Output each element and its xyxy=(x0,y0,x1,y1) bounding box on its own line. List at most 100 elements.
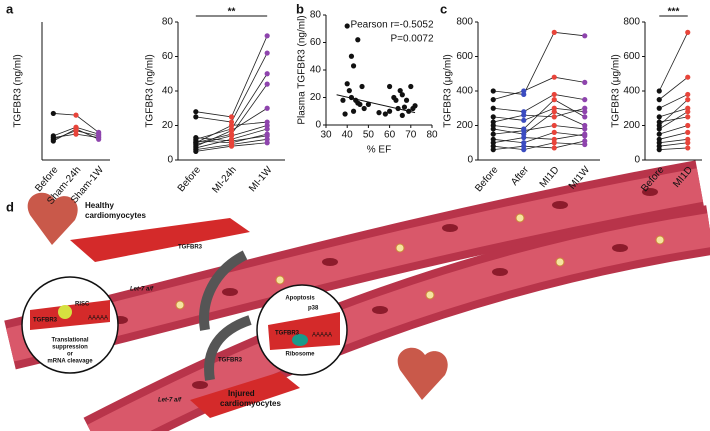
inset-cell xyxy=(268,312,340,350)
label: p38 xyxy=(308,306,319,312)
y-axis-label: TGFBR3 (μg/ml) xyxy=(611,54,622,128)
point xyxy=(685,29,691,35)
point xyxy=(193,140,199,146)
point xyxy=(551,140,557,146)
label: Let-7 a/f xyxy=(130,287,154,293)
label: cardiomyocytes xyxy=(220,399,281,408)
point xyxy=(193,134,199,141)
y-tick-label: 0 xyxy=(634,155,640,166)
point xyxy=(582,114,588,120)
point xyxy=(582,131,588,137)
point xyxy=(685,91,691,98)
point xyxy=(582,97,588,103)
label: TGFBR3 xyxy=(33,318,58,324)
point xyxy=(50,138,56,144)
point xyxy=(193,109,199,115)
x-axis-label: % EF xyxy=(367,145,391,156)
point xyxy=(685,109,691,115)
y-axis-label: TGFBR3 (ng/ml) xyxy=(145,54,156,127)
label: TGFBR3 xyxy=(178,245,203,251)
point xyxy=(359,83,365,90)
label: Apoptosis xyxy=(285,296,315,302)
risc xyxy=(58,305,72,319)
heart xyxy=(397,347,448,400)
healthy-cell xyxy=(70,218,250,262)
point xyxy=(361,105,367,112)
point xyxy=(228,114,235,120)
point xyxy=(264,71,270,77)
y-tick-label: 80 xyxy=(162,17,174,28)
point xyxy=(50,110,56,117)
y-tick-label: 0 xyxy=(315,120,321,131)
point xyxy=(551,122,557,129)
point xyxy=(551,91,557,98)
point xyxy=(521,112,527,118)
annotation: P=0.0072 xyxy=(390,34,434,45)
subject-line xyxy=(493,94,585,113)
trend-line xyxy=(336,94,416,114)
x-tick-label: 70 xyxy=(405,130,417,141)
point xyxy=(73,124,79,130)
point xyxy=(193,148,199,154)
point xyxy=(656,97,662,103)
subject-line xyxy=(493,99,585,130)
subject-line xyxy=(659,147,688,151)
point xyxy=(490,97,496,103)
x-tick-label: 50 xyxy=(363,130,375,141)
label: AAAAA xyxy=(88,316,108,322)
point xyxy=(346,88,352,94)
subject-line xyxy=(493,107,585,123)
x-tick-label: Before xyxy=(176,164,204,194)
point xyxy=(551,109,557,115)
label: suppression xyxy=(52,345,88,351)
point xyxy=(490,88,496,94)
x-tick-label: 40 xyxy=(342,130,354,141)
point xyxy=(656,147,662,153)
point xyxy=(685,114,691,120)
point xyxy=(656,114,662,120)
point xyxy=(551,29,557,35)
subject-line xyxy=(659,76,688,100)
y-tick-label: 200 xyxy=(623,120,640,131)
point xyxy=(350,63,357,69)
annotation: Pearson r=-0.5052 xyxy=(350,20,434,31)
label: Translational xyxy=(51,338,88,344)
point xyxy=(73,112,79,118)
point xyxy=(551,114,557,120)
subject-line xyxy=(659,111,688,130)
x-tick-label: MI-24h xyxy=(210,165,238,196)
point xyxy=(521,88,527,94)
point xyxy=(582,79,588,85)
subject-line xyxy=(493,131,585,144)
point xyxy=(387,108,393,114)
subject-line xyxy=(659,125,688,135)
label: TGFBR3 xyxy=(218,358,243,364)
point xyxy=(656,88,662,94)
point xyxy=(408,83,414,90)
point xyxy=(490,131,496,137)
point xyxy=(355,37,361,43)
y-tick-label: 0 xyxy=(467,155,473,166)
point xyxy=(521,126,527,132)
point xyxy=(551,97,557,103)
y-tick-label: 60 xyxy=(162,51,174,62)
label: Let-7 a/f xyxy=(158,398,182,404)
point xyxy=(401,104,408,110)
point xyxy=(264,119,270,125)
point xyxy=(399,92,405,98)
y-tick-label: 600 xyxy=(623,51,640,62)
x-tick-label: MI-1W xyxy=(247,164,275,194)
y-axis-label: TGFBR3 (ng/ml) xyxy=(13,54,24,127)
y-tick-label: 20 xyxy=(162,120,174,131)
point xyxy=(96,136,102,142)
point xyxy=(376,110,382,116)
label: AAAAA xyxy=(312,333,332,339)
label: Injured xyxy=(228,389,255,398)
diagram: Healthy cardiomyocytes Injured cardiomyo… xyxy=(4,160,710,431)
subject-line xyxy=(493,133,585,144)
x-tick-label: Before xyxy=(473,164,501,194)
subject-line xyxy=(493,31,585,95)
point xyxy=(387,83,393,90)
point xyxy=(73,131,79,137)
